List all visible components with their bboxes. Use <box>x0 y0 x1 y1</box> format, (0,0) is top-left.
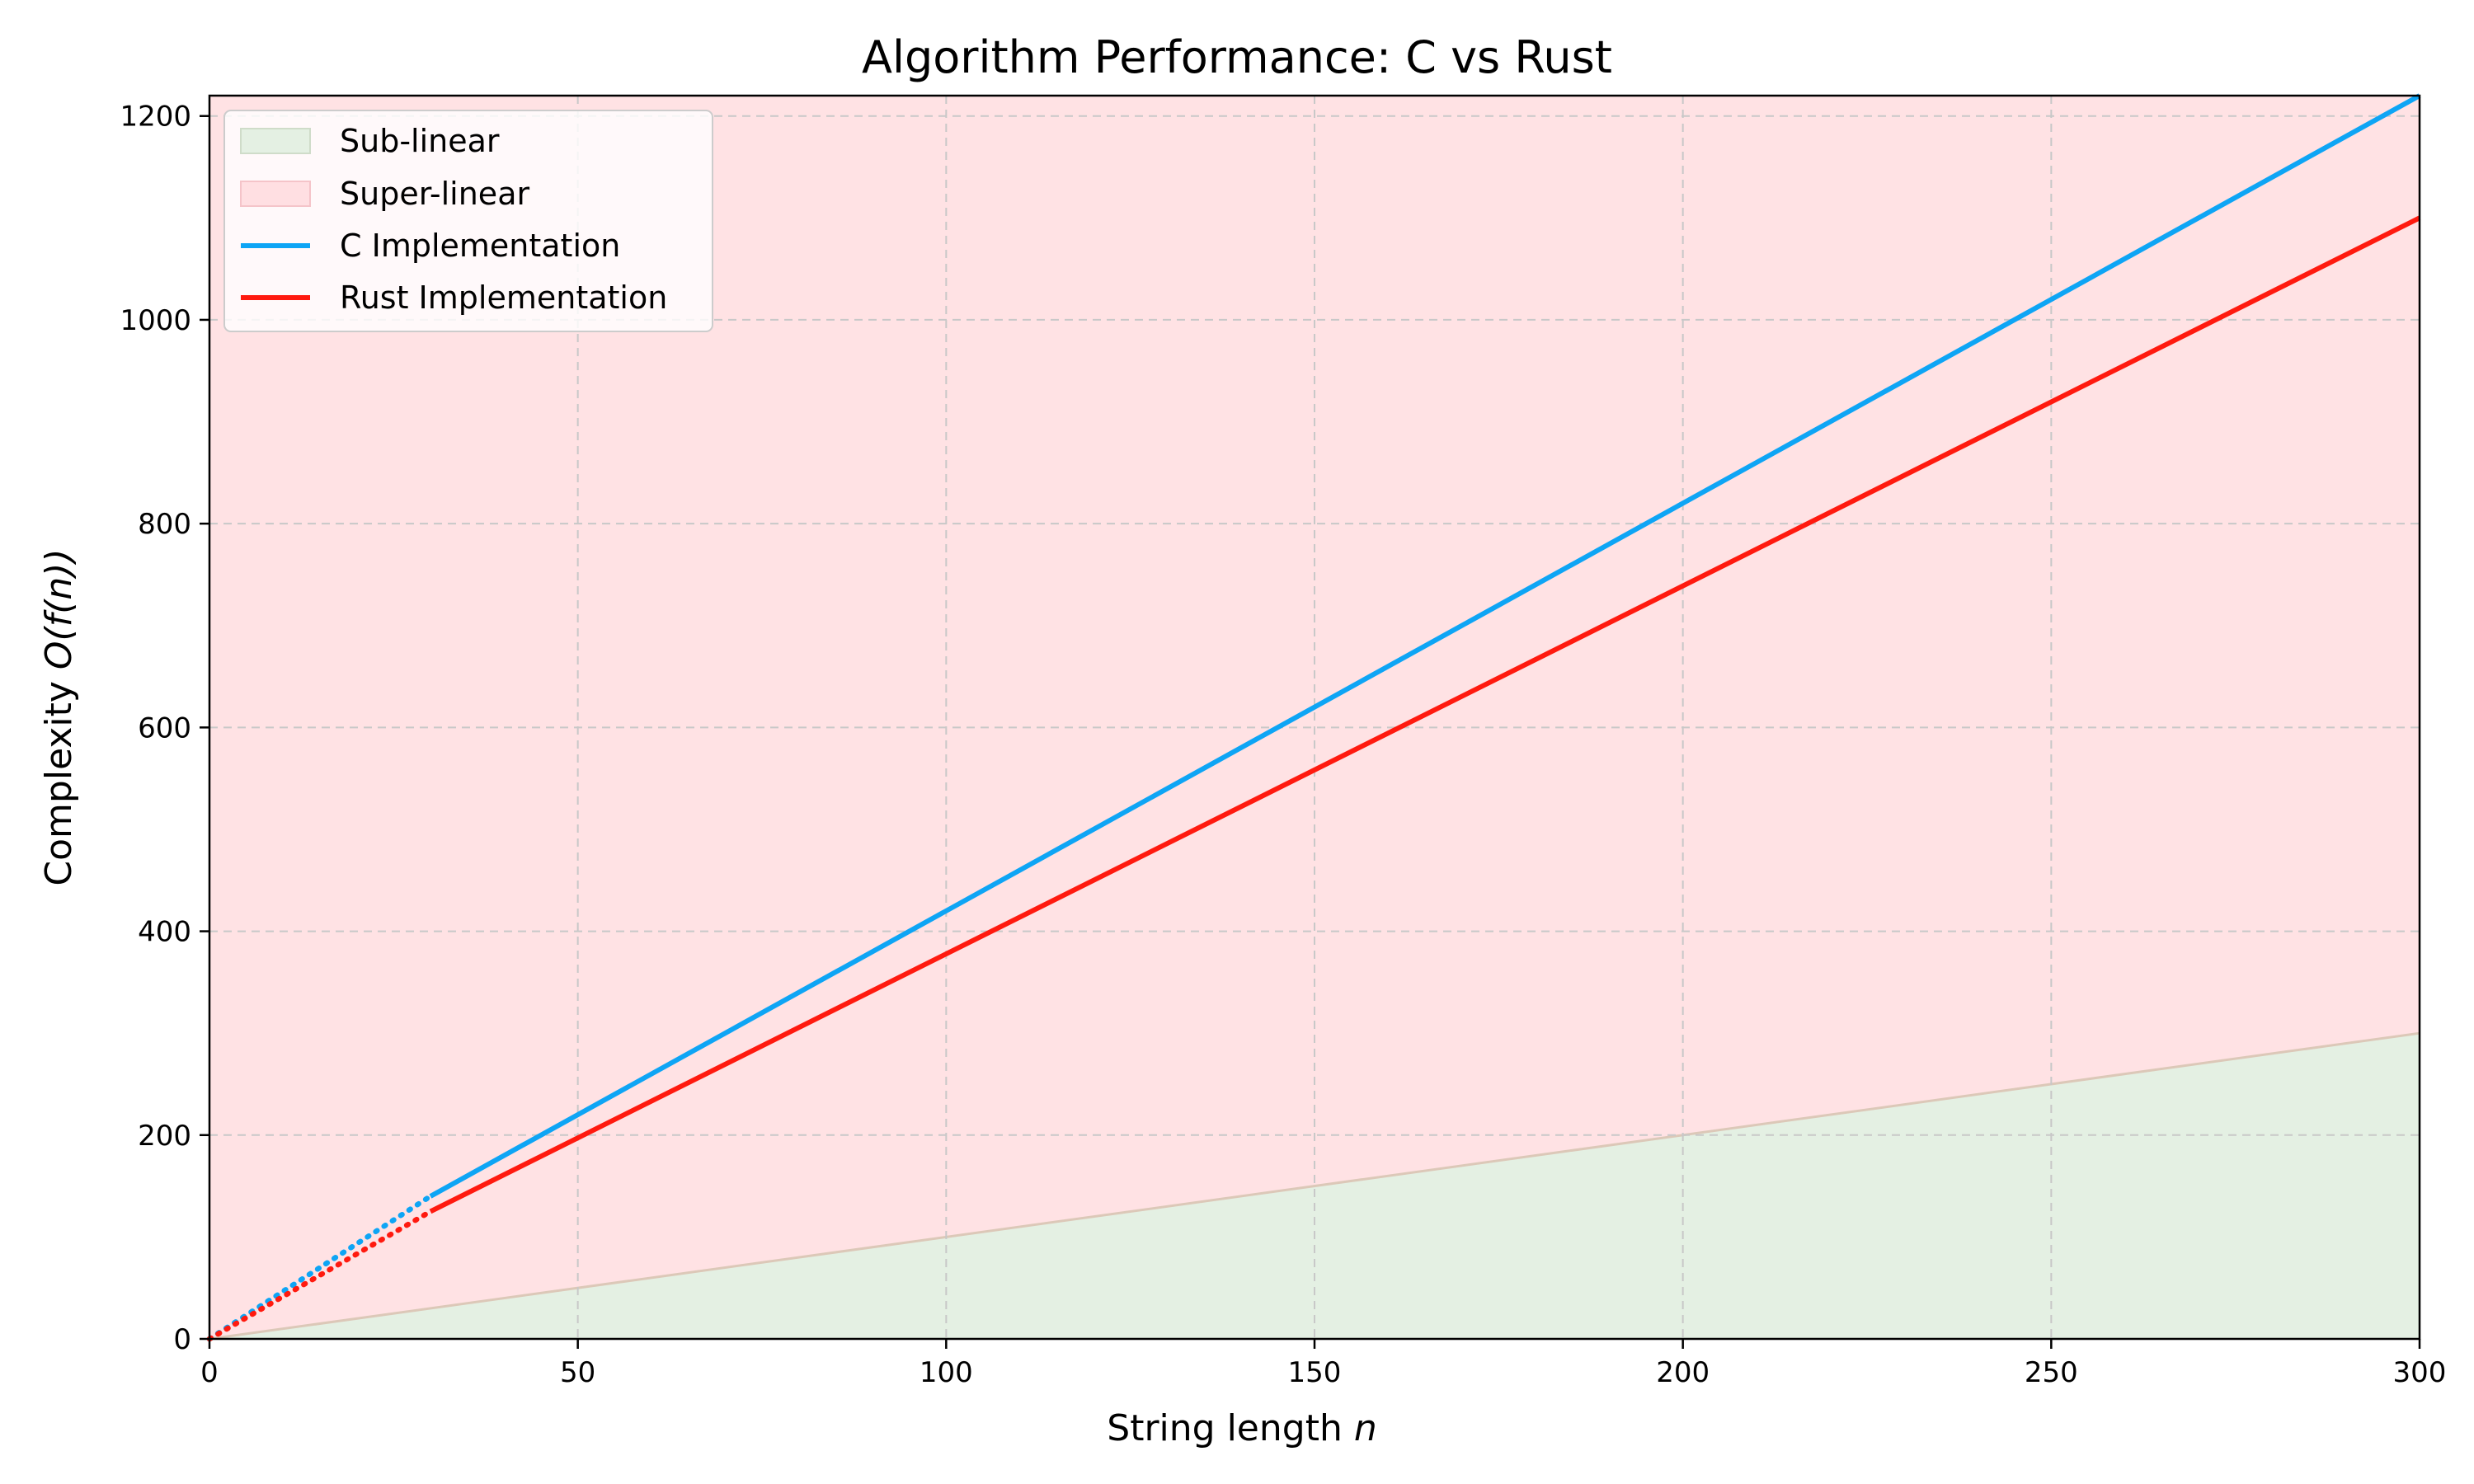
series-rust-dotted <box>206 1209 434 1342</box>
y-tick-label: 200 <box>138 1120 191 1153</box>
legend-swatch-sub-linear <box>240 128 311 154</box>
y-tick-label: 1000 <box>120 304 191 337</box>
x-axis-label-text: String length <box>1107 1407 1354 1449</box>
y-axis-label-text: Complexity <box>38 669 80 886</box>
x-tick-label: 50 <box>560 1356 595 1389</box>
x-axis-label-var: n <box>1354 1407 1377 1449</box>
y-tick-label: 400 <box>138 916 191 949</box>
y-tick-label: 1200 <box>120 101 191 134</box>
series-rust-line <box>429 215 2421 1214</box>
legend: Sub-linear Super-linear C Implementation… <box>223 110 713 332</box>
x-tick-label: 250 <box>2025 1356 2078 1389</box>
y-tick-label: 0 <box>173 1323 191 1356</box>
x-axis-label: String length n <box>1107 1407 1376 1449</box>
legend-label-rust: Rust Implementation <box>340 279 667 316</box>
x-tick-label: 0 <box>200 1356 219 1389</box>
series-c-dotted <box>206 1193 434 1342</box>
y-axis-label-math: O(f(n)) <box>38 548 80 669</box>
legend-swatch-super-linear <box>240 181 311 207</box>
y-axis: 0 200 400 600 800 1000 1200 <box>120 101 209 1356</box>
legend-label-c: C Implementation <box>340 228 620 264</box>
series-c-line <box>429 93 2421 1199</box>
y-tick-label: 600 <box>138 711 191 744</box>
series-layer <box>206 93 2421 1342</box>
x-tick-label: 100 <box>920 1356 973 1389</box>
x-tick-label: 200 <box>1656 1356 1710 1389</box>
x-tick-label: 150 <box>1288 1356 1342 1389</box>
legend-box <box>223 110 713 332</box>
x-axis: 0 50 100 150 200 250 300 <box>200 1339 2446 1389</box>
y-tick-label: 800 <box>138 508 191 541</box>
x-tick-label: 300 <box>2393 1356 2447 1389</box>
legend-label-super-linear: Super-linear <box>340 176 529 212</box>
chart-title: Algorithm Performance: C vs Rust <box>862 31 1612 83</box>
y-axis-label: Complexity O(f(n)) <box>38 548 80 885</box>
legend-label-sub-linear: Sub-linear <box>340 123 500 159</box>
